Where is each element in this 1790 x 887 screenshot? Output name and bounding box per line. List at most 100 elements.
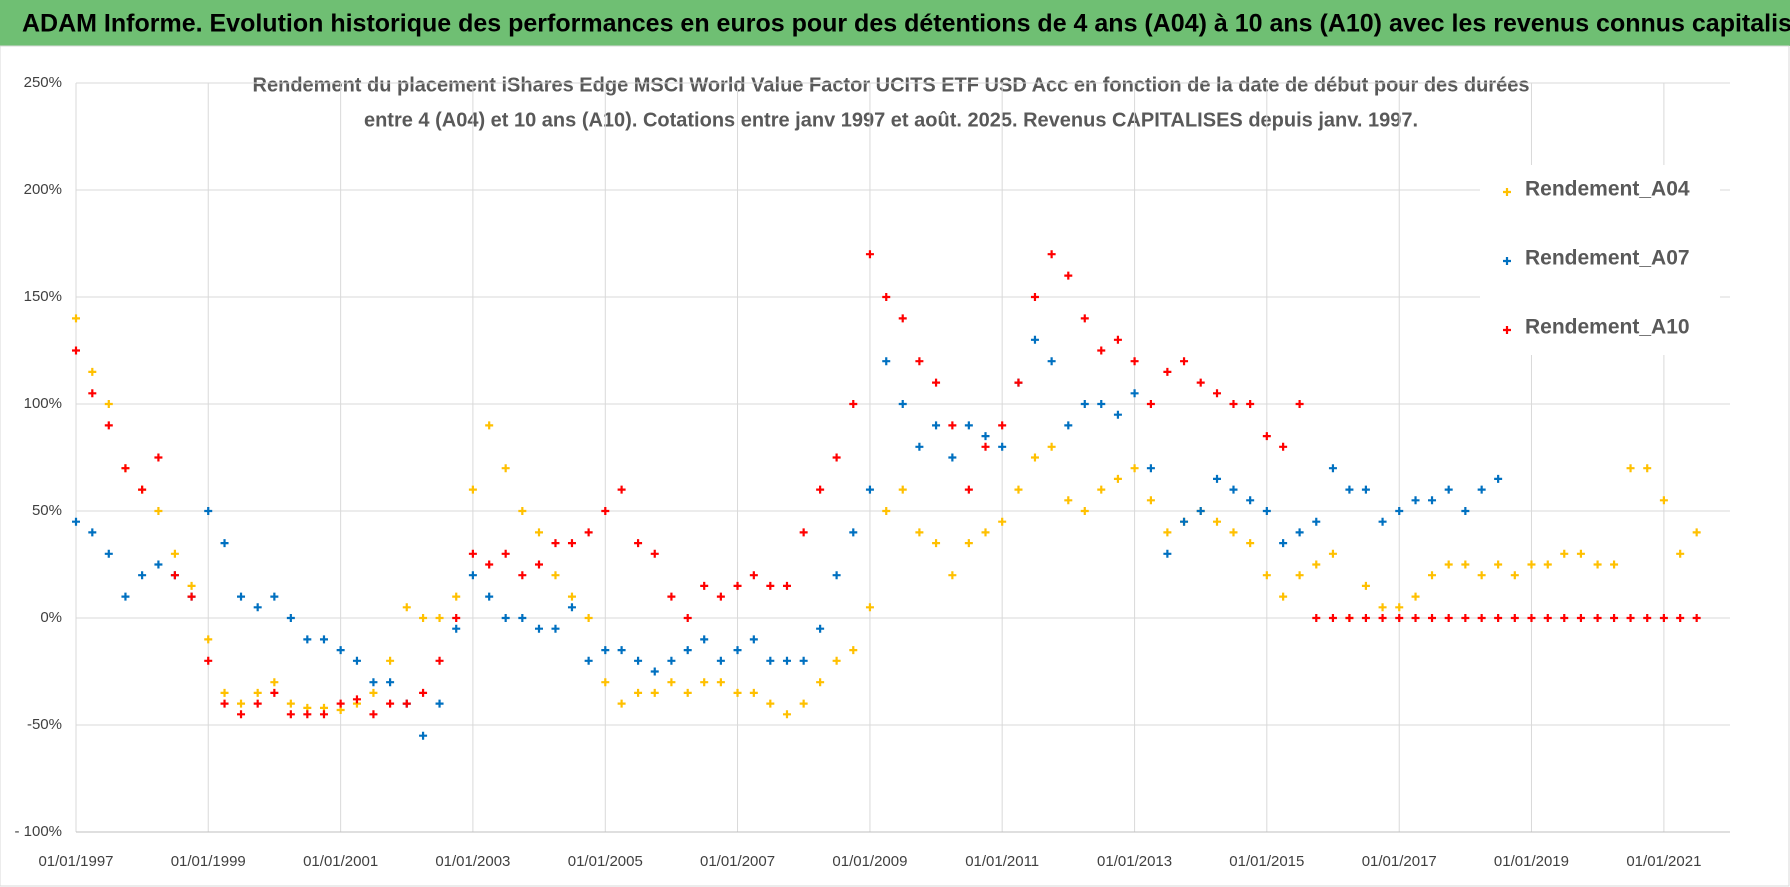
- title-bar: [0, 0, 1790, 46]
- point: [72, 517, 80, 526]
- x-tick-label: 01/01/2007: [700, 853, 775, 870]
- point: [319, 635, 328, 644]
- point: [1428, 496, 1437, 505]
- point: [1113, 335, 1122, 344]
- point: [567, 603, 576, 612]
- point: [1411, 614, 1420, 622]
- point: [551, 624, 560, 633]
- point: [1576, 614, 1585, 622]
- point: [601, 678, 610, 687]
- point: [1047, 250, 1056, 259]
- point: [1080, 400, 1089, 408]
- point: [1295, 571, 1304, 580]
- point: [1196, 507, 1205, 515]
- point: [237, 699, 246, 708]
- point: [584, 614, 593, 622]
- x-tick-label: 01/01/2015: [1229, 853, 1304, 870]
- x-tick-label: 01/01/2011: [965, 853, 1039, 870]
- point: [617, 646, 626, 655]
- point: [749, 571, 758, 580]
- point: [452, 624, 461, 633]
- point: [72, 314, 80, 323]
- point: [1692, 528, 1701, 537]
- point: [1345, 614, 1354, 622]
- point: [964, 421, 973, 430]
- point: [1064, 271, 1073, 280]
- legend-marker: [1503, 188, 1511, 196]
- point: [303, 635, 312, 644]
- point: [882, 357, 891, 366]
- point: [1196, 378, 1205, 387]
- point: [1428, 614, 1437, 622]
- point: [882, 293, 891, 301]
- legend-label: Rendement_A04: [1525, 178, 1690, 201]
- point: [799, 699, 808, 708]
- point: [799, 528, 808, 537]
- point: [501, 549, 510, 558]
- point: [832, 571, 841, 580]
- point: [865, 603, 874, 612]
- point: [1610, 560, 1619, 569]
- point: [667, 678, 676, 687]
- point: [1659, 614, 1668, 622]
- point: [1163, 367, 1172, 376]
- point: [1064, 496, 1073, 505]
- point: [237, 592, 246, 601]
- point: [948, 421, 957, 430]
- point: [468, 485, 477, 494]
- point: [816, 678, 825, 687]
- y-tick-label: -50%: [27, 716, 62, 733]
- point: [220, 688, 229, 697]
- point: [683, 614, 692, 622]
- point: [1610, 614, 1619, 622]
- point: [518, 571, 527, 580]
- point: [1527, 614, 1536, 622]
- x-tick-label: 01/01/2013: [1097, 853, 1172, 870]
- point: [1146, 496, 1155, 505]
- point: [1146, 400, 1155, 408]
- point: [352, 695, 361, 704]
- point: [1626, 464, 1635, 473]
- point: [485, 421, 494, 430]
- point: [650, 667, 659, 676]
- point: [534, 528, 543, 537]
- point: [617, 485, 626, 494]
- point: [1676, 614, 1685, 622]
- point: [386, 678, 395, 687]
- chart-subtitle: Rendement du placement iShares Edge MSCI…: [253, 74, 1530, 96]
- point: [849, 400, 858, 408]
- y-tick-label: 150%: [24, 288, 62, 305]
- point: [567, 539, 576, 548]
- point: [121, 464, 130, 473]
- point: [501, 614, 510, 622]
- point: [601, 507, 610, 515]
- point: [782, 656, 791, 665]
- point: [369, 678, 378, 687]
- point: [1030, 453, 1039, 462]
- point: [733, 688, 742, 697]
- point: [998, 421, 1007, 430]
- point: [534, 560, 543, 569]
- legend-marker: [1503, 326, 1511, 334]
- point: [336, 646, 345, 655]
- y-tick-label: 0%: [40, 609, 62, 626]
- point: [667, 592, 676, 601]
- point: [1097, 485, 1106, 494]
- x-tick-label: 01/01/2009: [832, 853, 907, 870]
- point: [1494, 614, 1503, 622]
- point: [104, 400, 113, 408]
- point: [170, 549, 179, 558]
- point: [369, 688, 378, 697]
- point: [1246, 539, 1255, 548]
- point: [1064, 421, 1073, 430]
- point: [138, 485, 147, 494]
- point: [88, 367, 97, 376]
- point: [948, 571, 957, 580]
- point: [650, 688, 659, 697]
- point: [749, 688, 758, 697]
- point: [534, 624, 543, 633]
- point: [733, 581, 742, 590]
- point: [1643, 464, 1652, 473]
- point: [766, 581, 775, 590]
- point: [419, 614, 428, 622]
